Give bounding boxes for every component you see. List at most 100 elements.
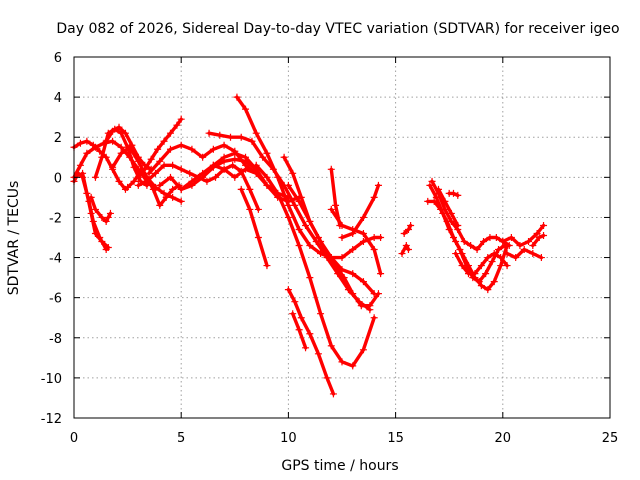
- data-point: [231, 155, 239, 163]
- series-sat-z: [327, 165, 344, 229]
- data-point: [490, 250, 498, 258]
- data-point: [149, 185, 157, 193]
- x-tick-label: 15: [387, 431, 404, 446]
- data-point: [134, 157, 142, 165]
- data-point: [91, 173, 99, 181]
- data-point: [456, 246, 464, 254]
- y-tick-label: -4: [49, 252, 62, 267]
- y-tick-label: -10: [41, 372, 62, 387]
- data-point: [160, 137, 168, 145]
- data-point: [503, 250, 511, 258]
- series-line: [501, 223, 546, 248]
- data-point: [460, 238, 468, 246]
- y-tick-label: 6: [54, 51, 62, 66]
- data-point: [467, 242, 475, 250]
- data-point: [237, 185, 245, 193]
- data-point: [104, 244, 112, 252]
- data-point: [520, 246, 528, 254]
- data-point: [529, 242, 537, 250]
- data-point: [254, 205, 262, 213]
- data-point: [166, 145, 174, 153]
- data-point: [499, 238, 507, 246]
- data-point: [449, 189, 457, 197]
- series-sat-l: [145, 141, 292, 201]
- data-point: [464, 270, 472, 278]
- data-point: [242, 105, 250, 113]
- data-point: [338, 266, 346, 274]
- data-point: [109, 137, 117, 145]
- data-point: [233, 93, 241, 101]
- data-point: [162, 193, 170, 201]
- series-sat-aa: [398, 242, 412, 258]
- data-point: [154, 145, 162, 153]
- data-point: [507, 234, 515, 241]
- x-tick-label: 25: [602, 431, 619, 446]
- data-point: [237, 133, 245, 141]
- series-sat-ak: [529, 231, 548, 250]
- data-point: [177, 115, 185, 123]
- data-point: [497, 254, 505, 262]
- data-point: [263, 149, 271, 157]
- data-point: [359, 213, 367, 221]
- data-point: [209, 161, 217, 169]
- data-point: [76, 139, 84, 147]
- series-sat-v: [284, 286, 337, 398]
- data-point: [263, 173, 271, 181]
- data-point: [151, 169, 159, 177]
- data-point: [482, 270, 490, 278]
- data-point: [295, 225, 303, 233]
- data-point: [252, 129, 260, 137]
- x-tick-label: 5: [177, 431, 185, 446]
- data-point: [246, 205, 254, 213]
- data-point: [274, 173, 282, 181]
- data-point: [231, 149, 239, 157]
- series-sat-aj: [503, 246, 545, 262]
- y-tick-label: -12: [41, 412, 62, 427]
- data-point: [366, 302, 374, 310]
- y-tick-label: 0: [54, 171, 62, 186]
- x-tick-label: 20: [495, 431, 512, 446]
- chart-title: Day 082 of 2026, Sidereal Day-to-day VTE…: [56, 21, 619, 37]
- data-point: [349, 246, 357, 254]
- series-sat-ab: [400, 221, 415, 237]
- data-point: [370, 246, 378, 254]
- data-point: [454, 221, 462, 229]
- data-point: [428, 177, 436, 185]
- data-point: [306, 217, 314, 225]
- data-point: [336, 221, 344, 229]
- series-line: [104, 125, 153, 171]
- data-point: [497, 262, 505, 270]
- data-point: [488, 258, 496, 266]
- series-line: [239, 187, 269, 268]
- data-series: [70, 93, 548, 398]
- data-point: [306, 274, 314, 282]
- data-point: [473, 246, 481, 254]
- data-point: [280, 153, 288, 161]
- data-point: [323, 374, 331, 382]
- data-point: [284, 181, 292, 189]
- data-point: [220, 165, 228, 173]
- data-point: [297, 193, 305, 201]
- data-point: [115, 123, 123, 131]
- data-point: [79, 169, 87, 177]
- data-point: [477, 282, 485, 290]
- data-point: [454, 191, 462, 199]
- series-line: [207, 131, 372, 312]
- data-point: [349, 229, 357, 237]
- data-point: [106, 209, 114, 217]
- series-sat-p: [209, 149, 260, 173]
- data-point: [143, 177, 151, 185]
- data-point: [314, 350, 322, 358]
- data-point: [289, 169, 297, 177]
- data-point: [173, 121, 181, 129]
- series-sat-ah: [445, 189, 462, 199]
- series-sat-ai: [499, 221, 548, 250]
- data-point: [359, 229, 367, 237]
- data-point: [357, 302, 365, 310]
- data-point: [291, 201, 299, 209]
- y-tick-label: -6: [49, 292, 62, 307]
- data-point: [407, 221, 415, 229]
- data-point: [87, 209, 95, 217]
